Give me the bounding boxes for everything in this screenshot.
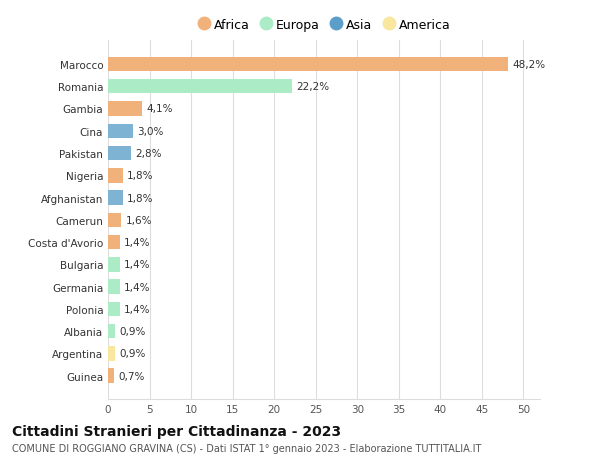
Bar [108, 369, 114, 383]
Bar [108, 102, 142, 117]
Text: 0,9%: 0,9% [119, 326, 146, 336]
Text: 0,9%: 0,9% [119, 349, 146, 358]
Bar [108, 347, 115, 361]
Text: 4,1%: 4,1% [146, 104, 173, 114]
Text: 1,4%: 1,4% [124, 282, 150, 292]
Text: 48,2%: 48,2% [512, 60, 546, 70]
Bar [108, 80, 292, 94]
Bar [108, 168, 123, 183]
Text: 1,6%: 1,6% [125, 215, 152, 225]
Bar [108, 191, 123, 205]
Bar [108, 257, 119, 272]
Legend: Africa, Europa, Asia, America: Africa, Europa, Asia, America [197, 18, 451, 32]
Bar [108, 124, 133, 139]
Bar [108, 146, 131, 161]
Text: 1,8%: 1,8% [127, 171, 154, 181]
Bar [108, 280, 119, 294]
Text: 2,8%: 2,8% [136, 149, 162, 159]
Text: 1,4%: 1,4% [124, 260, 150, 270]
Bar [108, 302, 119, 316]
Text: Cittadini Stranieri per Cittadinanza - 2023: Cittadini Stranieri per Cittadinanza - 2… [12, 425, 341, 438]
Text: 0,7%: 0,7% [118, 371, 145, 381]
Bar [108, 213, 121, 228]
Bar [108, 324, 115, 339]
Text: 3,0%: 3,0% [137, 127, 163, 136]
Text: 22,2%: 22,2% [296, 82, 330, 92]
Bar [108, 235, 119, 250]
Text: 1,4%: 1,4% [124, 238, 150, 247]
Text: COMUNE DI ROGGIANO GRAVINA (CS) - Dati ISTAT 1° gennaio 2023 - Elaborazione TUTT: COMUNE DI ROGGIANO GRAVINA (CS) - Dati I… [12, 443, 481, 453]
Text: 1,4%: 1,4% [124, 304, 150, 314]
Bar [108, 57, 508, 72]
Text: 1,8%: 1,8% [127, 193, 154, 203]
